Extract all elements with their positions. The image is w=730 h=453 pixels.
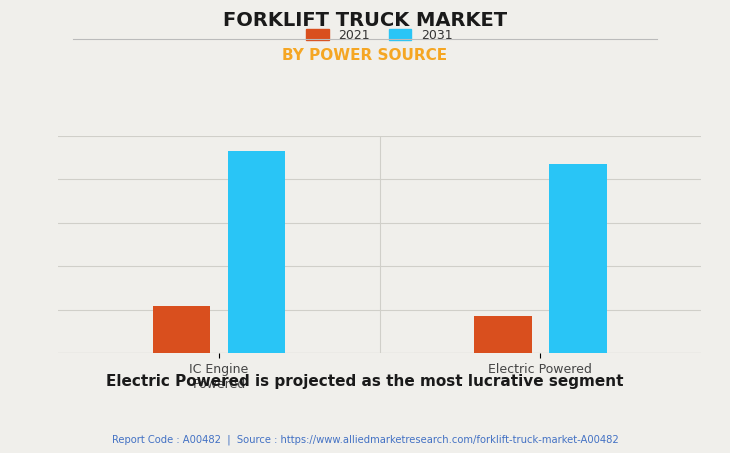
Text: Electric Powered is projected as the most lucrative segment: Electric Powered is projected as the mos… [107,374,623,389]
Text: Report Code : A00482  |  Source : https://www.alliedmarketresearch.com/forklift-: Report Code : A00482 | Source : https://… [112,435,618,445]
Bar [228,151,285,353]
Bar [153,305,210,353]
Bar [474,316,531,353]
Text: FORKLIFT TRUCK MARKET: FORKLIFT TRUCK MARKET [223,11,507,30]
Bar [549,164,607,353]
Text: BY POWER SOURCE: BY POWER SOURCE [283,48,447,63]
Legend: 2021, 2031: 2021, 2031 [306,29,453,42]
